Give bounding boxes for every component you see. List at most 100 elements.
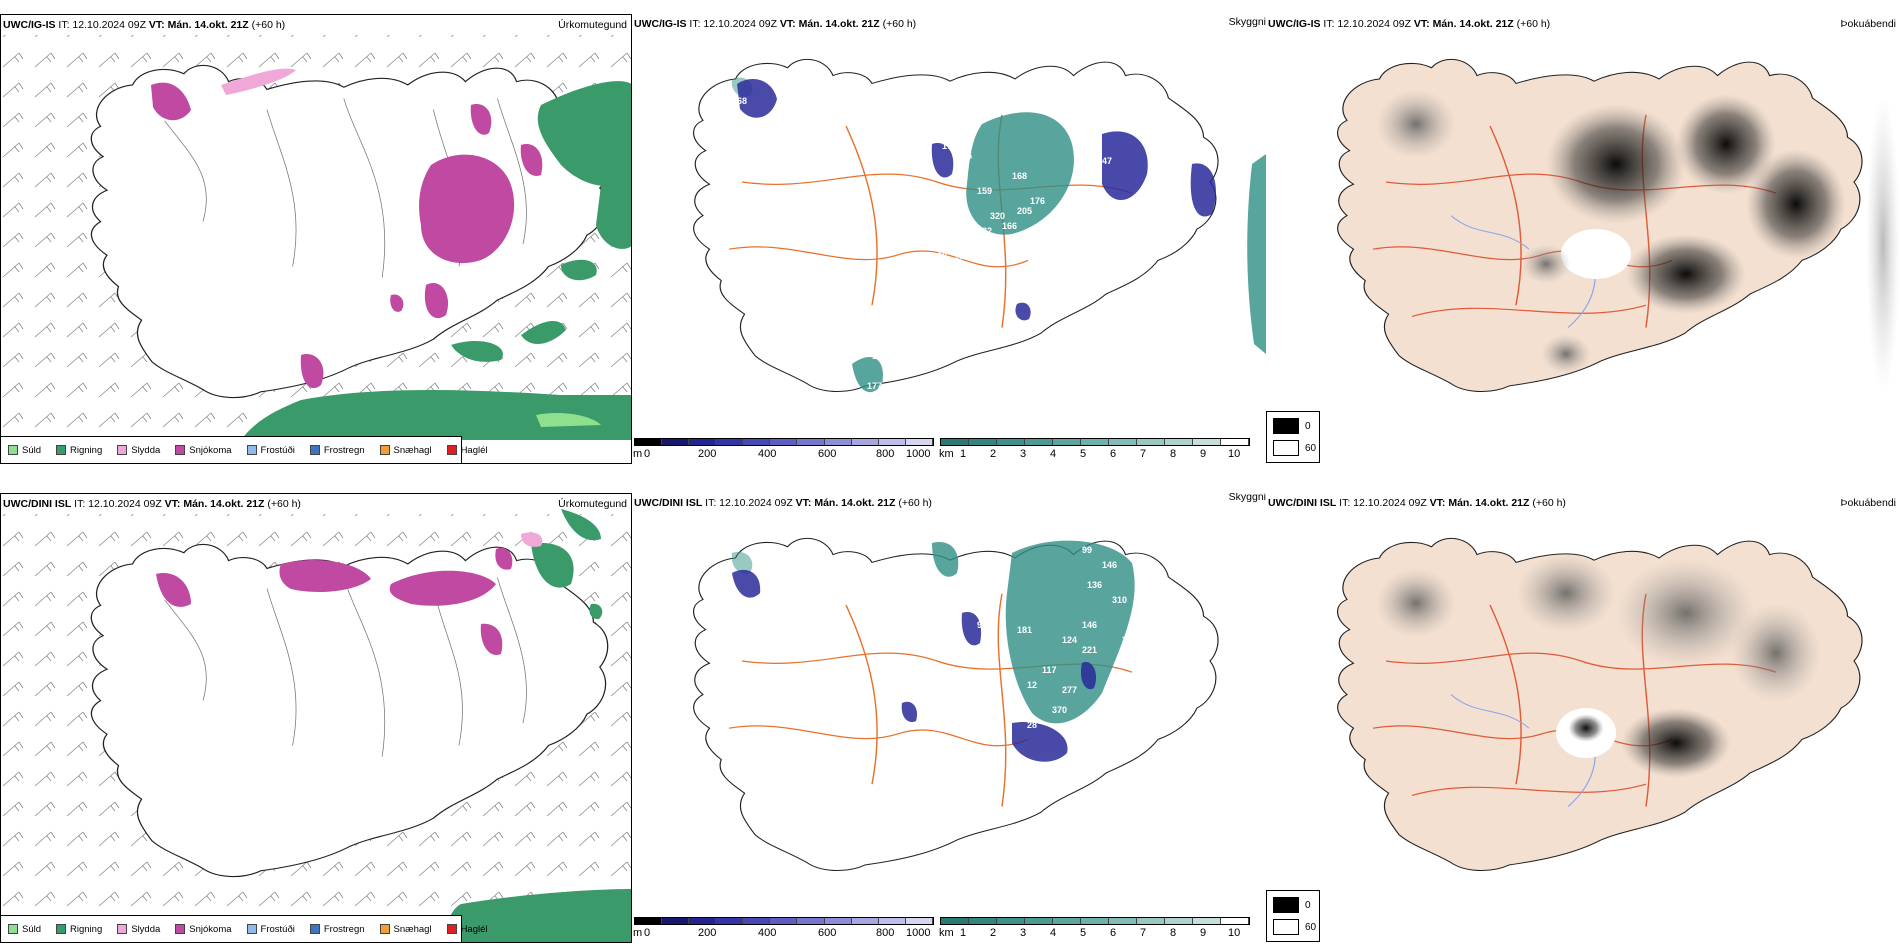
cloud-base-label: 303 [1067, 231, 1082, 241]
panel-field-label: Skyggni [1228, 16, 1266, 28]
cloud-base-label: 145 [1067, 745, 1082, 755]
colorbar-segment [770, 439, 798, 445]
legend-label: Haglél [460, 444, 488, 456]
cloud-base-label: 370 [1052, 705, 1067, 715]
rain-areas [441, 509, 631, 942]
precip-map [1, 35, 631, 440]
snow-areas [151, 82, 543, 389]
colorbar-segment [824, 439, 852, 445]
colorbar-segment [743, 439, 771, 445]
colorbar-unit: km [939, 448, 954, 460]
cloud-base-label: 81 [972, 605, 982, 615]
legend-swatch [56, 924, 67, 934]
colorbar-segment [1221, 918, 1249, 924]
panel-field-label: Þokuábendi [1840, 497, 1896, 509]
cloud-base-label: 108 [932, 251, 947, 261]
legend-swatch [8, 445, 18, 455]
colorbar-segment [1165, 439, 1193, 445]
colorbar-tick: 0 [644, 927, 651, 939]
cloud-base-label: 84 [962, 590, 972, 600]
cloud-base-label: 147 [1097, 156, 1112, 166]
cloud-base-label: 68 [737, 96, 747, 106]
legend-label: Snæhagl [393, 444, 432, 456]
visibility-areas [731, 540, 1135, 724]
legend-label: Snjókoma [189, 444, 232, 456]
cloud-base-label: 56 [1172, 191, 1182, 201]
colorbar-segment [1137, 439, 1165, 445]
colorbar-tick: 7 [1140, 448, 1147, 460]
legend-swatch [446, 445, 457, 455]
cloud-base-label: 482 [977, 226, 992, 236]
colorbar-segment [1025, 439, 1053, 445]
colorbar-segment [1193, 918, 1221, 924]
cloud-base-label: 166 [1002, 221, 1017, 231]
colorbar-segment [797, 918, 825, 924]
cloud-base-label: 135 [957, 151, 972, 161]
colorbar-segment [743, 918, 771, 924]
cloud-base-label: 28 [1027, 720, 1037, 730]
cloud-base-label: 85 [922, 715, 932, 725]
ceiling-colorbar: m 0 200 400 600 800 1000 [633, 917, 934, 943]
colorbar-segment [662, 439, 690, 445]
cloud-base-label: 146 [1102, 560, 1117, 570]
cloud-base-label: 99 [1162, 136, 1172, 146]
panel-field-label: Þokuábendi [1840, 18, 1896, 30]
legend-item: Súld [8, 924, 41, 935]
cloud-base-label: 175 [1142, 665, 1157, 675]
legend-label: Frostregn [323, 444, 365, 456]
rain-areas [241, 81, 631, 440]
colorbar-segment [1081, 918, 1109, 924]
colorbar-segment [716, 439, 744, 445]
legend-label: Slydda [131, 923, 161, 935]
cloud-base-label: 146 [1082, 620, 1097, 630]
legend-item: Haglél [446, 923, 488, 935]
snow-areas [156, 547, 513, 655]
cloud-base-label: 320 [990, 211, 1005, 221]
colorbar-segment [1053, 918, 1081, 924]
legend-item: Frostregn [309, 444, 365, 456]
colorbar-tick: 200 [698, 927, 717, 939]
colorbar-segment [941, 439, 969, 445]
colorbar-tick: 0 [644, 448, 651, 460]
cloud-base-label: 310 [1112, 595, 1127, 605]
colorbar-tick: 8 [1170, 927, 1177, 939]
legend-label: Rigning [70, 923, 103, 935]
fog-key: 0 60 [1266, 890, 1320, 942]
fog-key-swatch [1273, 418, 1299, 434]
panel-field-label: Úrkomutegund [558, 498, 627, 510]
colorbar-tick: 3 [1020, 927, 1027, 939]
colorbar-tick: 800 [876, 448, 895, 460]
cloud-base-label: 136 [982, 655, 997, 665]
colorbar-segment [851, 439, 879, 445]
fog-key-label: 0 [1305, 899, 1311, 911]
legend-swatch [446, 924, 457, 934]
legend-item: Snjókoma [175, 924, 232, 935]
cloud-base-label: 171 [942, 141, 957, 151]
colorbar-segment [1165, 918, 1193, 924]
legend-item: Snjókoma [175, 444, 232, 456]
colorbar-unit: m [633, 927, 643, 939]
colorbar-segment [716, 918, 744, 924]
legend-item: Frostregn [309, 924, 365, 935]
legend-swatch [309, 924, 320, 934]
colorbar-tick: 1 [960, 448, 967, 460]
panel-title: UWC/IG-IS IT: 12.10.2024 09Z VT: Mán. 14… [634, 18, 917, 30]
panel-field-label: Úrkomutegund [558, 19, 627, 31]
legend-item: Rigning [56, 445, 102, 456]
panel-title: UWC/IG-IS IT: 12.10.2024 09Z VT: Mán. 14… [1268, 18, 1551, 30]
legend-label: Rigning [70, 444, 103, 456]
colorbar-segment [662, 918, 690, 924]
ceiling-areas [737, 79, 1216, 321]
colorbar-tick: 1000 [906, 448, 931, 460]
colorbar-tick: 5 [1080, 927, 1087, 939]
ceiling-areas [732, 569, 1097, 762]
colorbar-segment [689, 439, 717, 445]
colorbar-tick: 600 [818, 927, 837, 939]
cloud-base-label: 70 [767, 116, 777, 126]
legend-item: Slydda [117, 445, 160, 456]
cloud-base-label: 40 [1087, 126, 1097, 136]
legend-label: Haglél [460, 923, 488, 935]
fog-key-swatch [1273, 919, 1299, 935]
legend-item: Snæhagl [379, 444, 432, 456]
colorbar-segment [851, 918, 879, 924]
